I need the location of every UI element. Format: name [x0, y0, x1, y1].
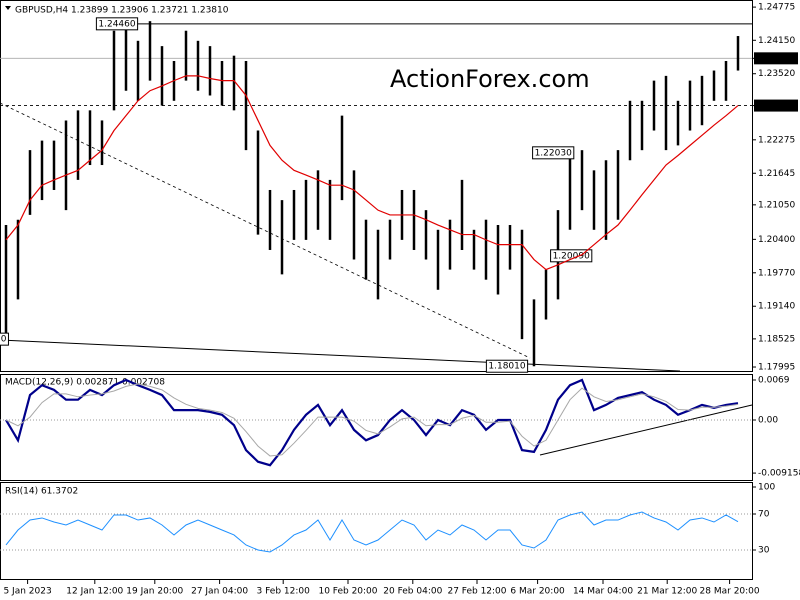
price-marker [754, 52, 798, 65]
annotation-box [550, 249, 593, 263]
annotation-box [0, 332, 9, 346]
macd-panel [0, 374, 753, 481]
x-tick-label: 6 Mar 20:00 [510, 587, 565, 597]
indicator-line [5, 383, 739, 457]
y-tick-label: 1.24775 [758, 3, 795, 13]
annotation-box [532, 146, 575, 160]
y-tick-label: 1.23810 [758, 54, 795, 64]
rsi-panel [0, 482, 753, 580]
y-tick-label: 70 [758, 510, 770, 520]
annotation-label: 1.18010 [488, 362, 525, 372]
y-tick-label: 1.23520 [758, 69, 795, 79]
indicator-line [5, 378, 739, 467]
price-panel [0, 0, 753, 372]
x-tick-label: 14 Mar 04:00 [573, 587, 633, 597]
macd-title: MACD(12,26,9) 0.002871 0.002708 [5, 378, 165, 388]
x-tick-label: 28 Mar 20:00 [700, 587, 760, 597]
chart-title: GBPUSD,H4 1.23899 1.23906 1.23721 1.2381… [15, 6, 229, 16]
y-tick-label: 1.24150 [758, 36, 795, 46]
price-marker [754, 99, 798, 112]
x-tick-label: 3 Feb 12:00 [257, 587, 311, 597]
annotation-label: 1.20090 [553, 251, 590, 261]
annotation-label: 1.22030 [535, 148, 572, 158]
y-tick-label: 1.17995 [758, 363, 795, 373]
annotation-label: 0 [1, 335, 7, 345]
trend-line [0, 339, 681, 372]
macd-trend-line [539, 404, 753, 456]
indicator-line [5, 511, 739, 553]
annotation-box [485, 359, 529, 373]
x-tick-label: 21 Mar 12:00 [637, 587, 697, 597]
indicator-line [5, 75, 739, 271]
y-tick-label: 1.18525 [758, 334, 795, 344]
x-tick-label: 27 Feb 12:00 [447, 587, 506, 597]
x-tick-label: 10 Feb 20:00 [318, 587, 377, 597]
watermark: ActionForex.com [390, 65, 590, 93]
y-tick-label: 1.19140 [758, 302, 795, 312]
y-tick-label: 1.21645 [758, 169, 795, 179]
y-tick-label: 1.21050 [758, 200, 795, 210]
y-tick-label: 0.00 [758, 415, 778, 425]
x-tick-label: 12 Jan 12:00 [66, 587, 123, 597]
y-tick-label: 0.0069 [758, 375, 790, 385]
rsi-title: RSI(14) 61.3702 [5, 487, 78, 497]
y-tick-label: 1.20400 [758, 235, 795, 245]
menu-arrow [5, 6, 11, 10]
x-tick-label: 5 Jan 2023 [3, 587, 51, 597]
y-tick-label: 1.22920 [758, 101, 795, 111]
x-tick-label: 20 Feb 04:00 [383, 587, 442, 597]
y-tick-label: -0.009158 [758, 469, 800, 479]
trend-line [0, 102, 531, 359]
annotation-label: 1.24460 [98, 19, 135, 29]
y-tick-label: 1.19770 [758, 268, 795, 278]
x-tick-label: 27 Jan 04:00 [191, 587, 248, 597]
y-tick-label: 1.22275 [758, 135, 795, 145]
x-tick-label: 19 Jan 20:00 [126, 587, 183, 597]
y-tick-label: 100 [758, 483, 775, 493]
y-tick-label: 30 [758, 546, 770, 556]
annotation-box [95, 17, 139, 31]
